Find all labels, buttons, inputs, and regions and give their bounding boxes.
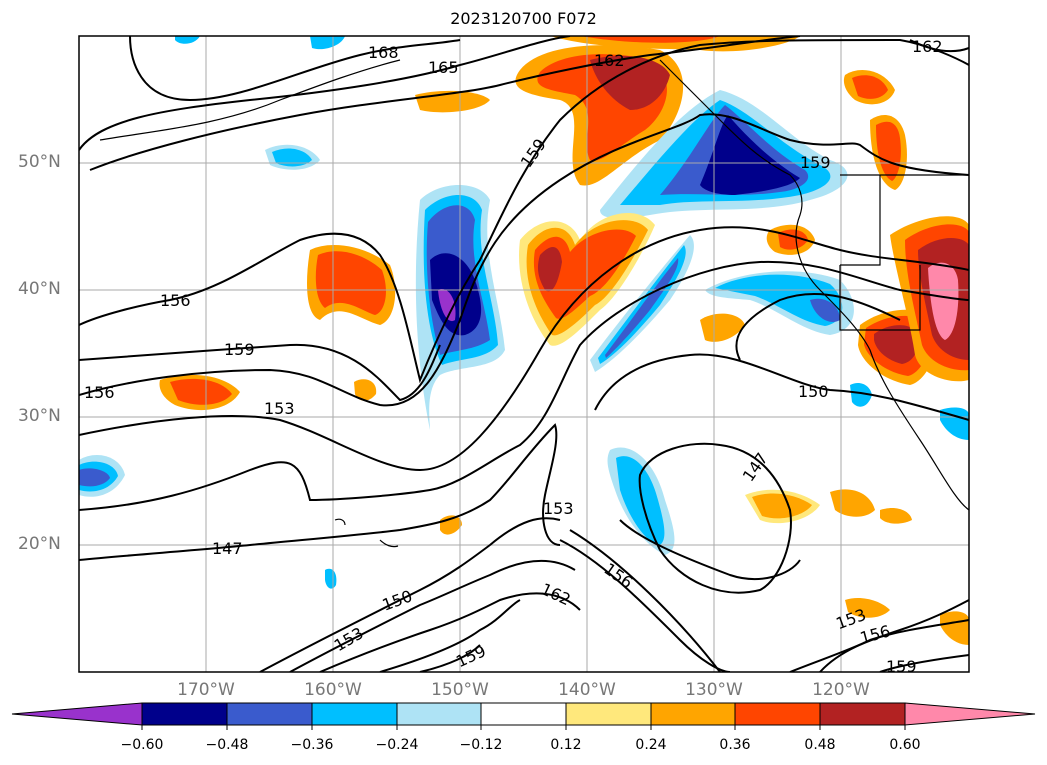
contour-label: 168: [368, 43, 399, 62]
colorbar-seg-0: [11, 702, 143, 726]
colorbar-label: −0.48: [205, 737, 249, 753]
colorbar-label: −0.24: [375, 737, 419, 753]
contour-label: 162: [912, 37, 943, 56]
contour-label: 162: [594, 51, 625, 70]
lat-label-40n: 40°N: [18, 279, 61, 299]
colorbar-seg-8: [734, 702, 821, 726]
contour-label: 147: [212, 539, 243, 558]
lon-label-120w: 120°W: [812, 680, 870, 700]
lon-label-140w: 140°W: [558, 680, 616, 700]
lat-label-20n: 20°N: [18, 534, 61, 554]
contour-label: 159: [800, 153, 831, 172]
colorbar-seg-2: [226, 702, 313, 726]
coastlines: [99, 59, 969, 548]
colorbar-label: 0.24: [635, 737, 667, 753]
colorbar-seg-10: [904, 702, 1036, 726]
contour-label: 150: [798, 382, 829, 401]
colorbar-label: 0.36: [719, 737, 751, 753]
lon-label-130w: 130°W: [685, 680, 743, 700]
colorbar-seg-4: [396, 702, 482, 726]
lon-label-160w: 160°W: [304, 680, 362, 700]
lon-label-150w: 150°W: [431, 680, 489, 700]
colorbar-seg-9: [819, 702, 906, 726]
colorbar-label: −0.36: [290, 737, 334, 753]
contour-label: 159: [886, 657, 917, 676]
colorbar-seg-3: [311, 702, 398, 726]
lon-label-170w: 170°W: [177, 680, 235, 700]
colorbar-label: 0.60: [889, 737, 921, 753]
colorbar-seg-5: [480, 702, 567, 726]
colorbar-label: −0.12: [459, 737, 503, 753]
colorbar-label: 0.48: [804, 737, 836, 753]
map-frame-bg: [79, 36, 969, 672]
contour-label: 156: [160, 291, 191, 310]
colorbar-seg-1: [141, 702, 228, 726]
height-contours: [79, 36, 969, 672]
contour-label: 153: [264, 399, 295, 418]
contour-label: 165: [428, 58, 459, 77]
colorbar-label: 0.12: [550, 737, 582, 753]
colorbar: [11, 702, 1036, 726]
colorbar-seg-7: [650, 702, 736, 726]
colorbar-ticks: [141, 725, 906, 730]
colorbar-seg-6: [565, 702, 652, 726]
lat-label-30n: 30°N: [18, 406, 61, 426]
contour-label: 156: [84, 383, 115, 402]
map-border: [78, 35, 970, 673]
contour-label: 153: [543, 499, 574, 518]
lat-label-50n: 50°N: [18, 152, 61, 172]
contour-label: 159: [224, 340, 255, 359]
colorbar-label: −0.60: [120, 737, 164, 753]
map-title: 2023120700 F072: [450, 9, 597, 28]
